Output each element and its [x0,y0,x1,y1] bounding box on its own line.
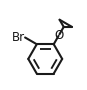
Text: Br: Br [11,31,25,44]
Text: O: O [54,29,63,42]
